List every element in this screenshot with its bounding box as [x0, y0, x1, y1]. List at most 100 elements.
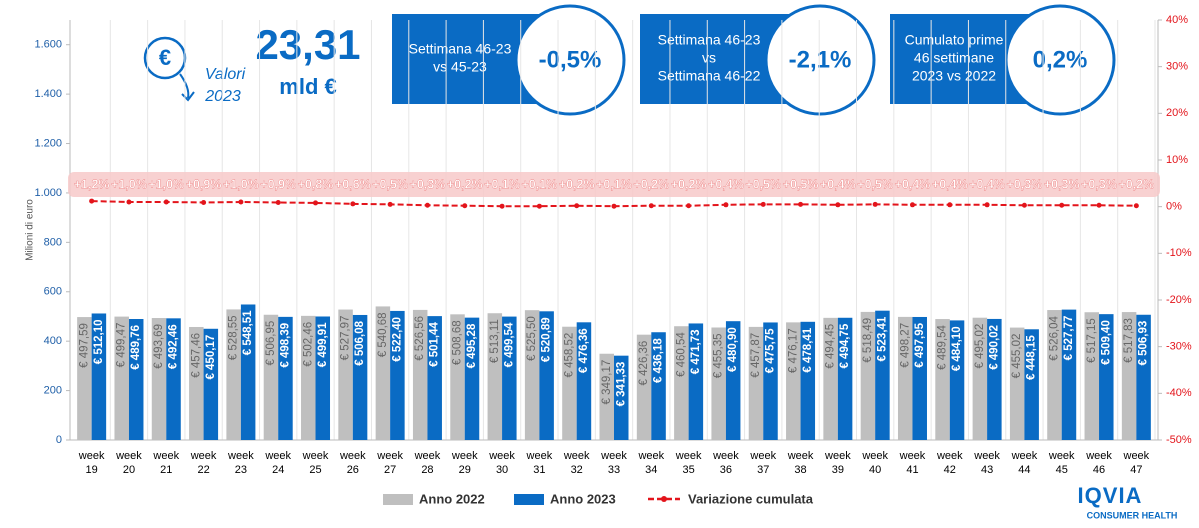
- x-tick-label: week 46: [1085, 450, 1112, 476]
- line-value-label: +0,4%: [969, 177, 1005, 191]
- y2-tick-label: 0%: [1166, 201, 1182, 213]
- bar: [912, 316, 927, 440]
- bar-value-label: € 501,44: [429, 322, 441, 367]
- total-unit: mld €: [279, 74, 336, 99]
- bar: [599, 353, 614, 440]
- line-point: [313, 200, 319, 206]
- bar-value-label: € 499,91: [317, 322, 329, 367]
- logo-tagline: CONSUMER HEALTH: [1087, 510, 1178, 520]
- x-tick-label: week 35: [675, 450, 702, 476]
- y2-tick-label: -10%: [1166, 247, 1192, 259]
- x-tick-label: week 26: [339, 450, 366, 476]
- line-value-label: +0,2%: [1118, 177, 1154, 191]
- line-point: [835, 202, 841, 208]
- line-point: [89, 198, 95, 204]
- line-value-label: +1,0%: [223, 177, 259, 191]
- bar-value-label: € 513,11: [489, 319, 501, 363]
- x-tick-label: week 34: [637, 450, 664, 476]
- bar: [897, 316, 913, 440]
- bar-value-label: € 526,04: [1049, 315, 1061, 360]
- line-point: [499, 203, 505, 209]
- line-value-label: +0,5%: [857, 177, 893, 191]
- bar-value-label: € 498,27: [899, 323, 911, 368]
- bar-value-label: € 455,35: [713, 334, 725, 379]
- bar-value-label: € 548,51: [242, 310, 254, 355]
- kpi-value: -0,5%: [539, 46, 602, 73]
- label-band: [68, 172, 1160, 197]
- bar-value-label: € 495,02: [974, 324, 986, 369]
- line-value-label: +0,9%: [186, 177, 222, 191]
- bar-value-label: € 518,49: [862, 318, 874, 363]
- x-tick-label: week 41: [899, 450, 926, 476]
- bar-value-label: € 508,68: [452, 320, 464, 365]
- bar: [1047, 310, 1062, 440]
- bar: [375, 306, 391, 440]
- bar: [1024, 329, 1039, 440]
- bar: [748, 326, 764, 440]
- bar-value-label: € 478,41: [802, 327, 814, 372]
- kpi-label: 2023 vs 2022: [912, 68, 996, 84]
- x-tick-label: week 27: [376, 450, 403, 476]
- line-value-label: +0,3%: [1044, 177, 1080, 191]
- y-axis-label: Milioni di euro: [25, 199, 36, 261]
- bar: [1121, 312, 1137, 440]
- bar-value-label: € 499,47: [116, 323, 128, 368]
- bar: [427, 316, 442, 440]
- y-tick-label: 1.200: [34, 137, 62, 149]
- line-point: [1059, 202, 1065, 208]
- x-tick-label: week 23: [227, 450, 254, 476]
- bar-value-label: € 448,15: [1026, 335, 1038, 380]
- bar: [1084, 312, 1100, 440]
- bar: [576, 322, 592, 440]
- bar-value-label: € 484,10: [951, 326, 963, 371]
- bar-value-label: € 512,10: [93, 319, 105, 364]
- line-value-label: +1,0%: [148, 177, 184, 191]
- x-tick-label: week 25: [302, 450, 329, 476]
- bar: [240, 304, 256, 440]
- line-value-label: +1,0%: [111, 177, 147, 191]
- bar: [390, 310, 405, 440]
- kpi-circle: [514, 4, 626, 116]
- kpi-value: 0,2%: [1033, 46, 1088, 73]
- x-tick-label: week 38: [787, 450, 814, 476]
- bar: [875, 310, 890, 440]
- line-point: [648, 203, 654, 209]
- y2-tick-label: 30%: [1166, 61, 1188, 73]
- y-tick-label: 800: [44, 236, 62, 248]
- bar: [450, 314, 465, 440]
- x-tick-label: week 21: [152, 450, 179, 476]
- bar-value-label: € 527,77: [1063, 316, 1075, 361]
- x-tick-label: week 45: [1048, 450, 1075, 476]
- bar: [1099, 314, 1114, 440]
- bar: [128, 319, 144, 440]
- logo: IQVIA: [1078, 483, 1143, 508]
- bar: [278, 316, 293, 440]
- bar: [77, 317, 92, 440]
- line-value-label: +0,5%: [745, 177, 781, 191]
- bar: [1061, 309, 1077, 440]
- y2-tick-label: -20%: [1166, 294, 1192, 306]
- bar: [502, 316, 517, 440]
- bar: [614, 355, 629, 440]
- bar: [166, 318, 181, 440]
- kpi-label: Settimana 46-22: [658, 68, 761, 84]
- line-point: [350, 201, 356, 207]
- bar-value-label: € 457,87: [750, 333, 762, 378]
- y2-tick-label: -50%: [1166, 434, 1192, 446]
- bar: [524, 310, 540, 440]
- line-point: [1096, 202, 1102, 208]
- bar-value-label: € 436,18: [653, 338, 665, 383]
- bar-value-label: € 526,56: [414, 316, 426, 361]
- line-value-label: +0,5%: [372, 177, 408, 191]
- bar: [114, 316, 129, 440]
- line-point: [686, 203, 692, 209]
- bar: [763, 322, 778, 440]
- x-tick-label: week 47: [1123, 450, 1150, 476]
- bar: [189, 326, 204, 440]
- line-value-label: +0,2%: [559, 177, 595, 191]
- kpi-circle: [764, 4, 876, 116]
- line-value-label: +0,2%: [633, 177, 669, 191]
- bar: [972, 317, 988, 440]
- y-tick-label: 400: [44, 335, 62, 347]
- bar-value-label: € 450,17: [205, 335, 217, 380]
